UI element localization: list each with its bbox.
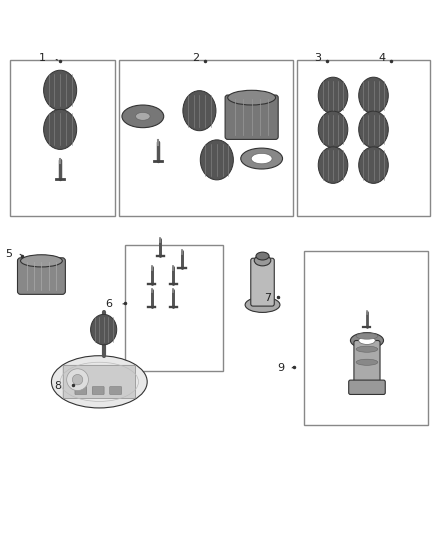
Ellipse shape: [359, 336, 375, 344]
Ellipse shape: [241, 148, 283, 169]
Ellipse shape: [356, 346, 378, 352]
Circle shape: [72, 375, 83, 385]
Text: 5: 5: [5, 249, 12, 260]
Ellipse shape: [318, 77, 348, 114]
Ellipse shape: [359, 111, 389, 148]
Bar: [10, 60, 115, 216]
Ellipse shape: [350, 333, 384, 349]
Text: 4: 4: [378, 53, 386, 63]
Ellipse shape: [359, 77, 389, 114]
Ellipse shape: [318, 111, 348, 148]
Ellipse shape: [44, 109, 77, 149]
Ellipse shape: [228, 90, 276, 105]
Text: 8: 8: [54, 381, 61, 391]
FancyBboxPatch shape: [251, 258, 274, 306]
FancyBboxPatch shape: [349, 380, 385, 394]
Ellipse shape: [256, 252, 269, 260]
Ellipse shape: [51, 356, 147, 408]
FancyBboxPatch shape: [110, 386, 121, 394]
Bar: [297, 60, 430, 216]
Bar: [304, 251, 428, 425]
Ellipse shape: [91, 314, 117, 345]
FancyBboxPatch shape: [18, 258, 65, 294]
Ellipse shape: [135, 112, 150, 120]
Ellipse shape: [251, 154, 272, 164]
Ellipse shape: [200, 140, 233, 180]
Ellipse shape: [318, 147, 348, 183]
FancyBboxPatch shape: [354, 341, 380, 389]
Text: 2: 2: [192, 53, 199, 63]
Bar: [125, 245, 223, 371]
Circle shape: [67, 369, 88, 391]
Ellipse shape: [359, 147, 389, 183]
Text: 7: 7: [264, 293, 271, 303]
Ellipse shape: [254, 255, 271, 266]
Bar: [119, 60, 293, 216]
Ellipse shape: [21, 255, 62, 267]
FancyBboxPatch shape: [225, 95, 278, 140]
Text: 6: 6: [106, 300, 113, 309]
Text: 1: 1: [39, 53, 46, 63]
FancyBboxPatch shape: [63, 365, 135, 398]
Ellipse shape: [183, 91, 216, 131]
Ellipse shape: [356, 359, 378, 365]
Ellipse shape: [356, 333, 378, 339]
Text: 3: 3: [314, 53, 321, 63]
FancyBboxPatch shape: [75, 386, 87, 394]
FancyBboxPatch shape: [92, 386, 104, 394]
Text: 9: 9: [277, 363, 284, 373]
Ellipse shape: [44, 70, 77, 110]
Ellipse shape: [245, 297, 280, 312]
Ellipse shape: [122, 105, 164, 128]
